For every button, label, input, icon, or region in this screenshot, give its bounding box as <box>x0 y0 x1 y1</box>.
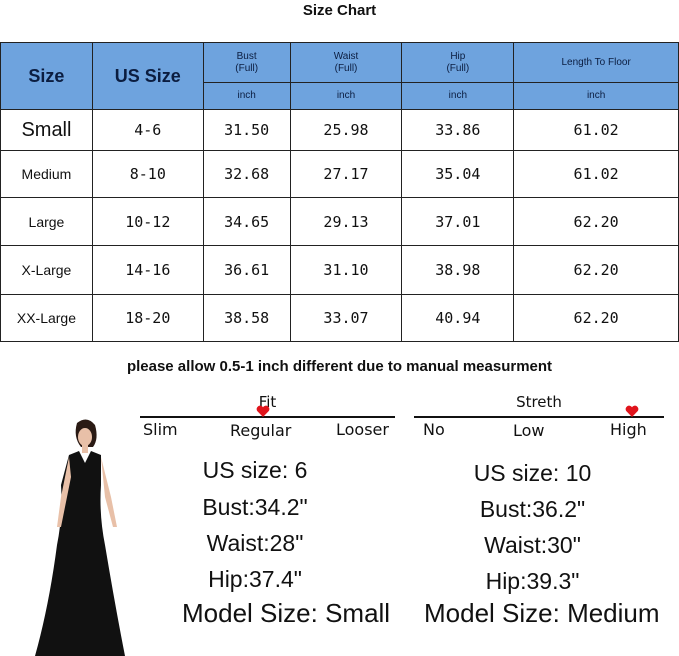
header-bust: Bust (Full) <box>202 42 291 83</box>
header-length: Length To Floor <box>513 42 679 83</box>
stretch-scale-line <box>414 416 664 418</box>
header-hip-label: Hip <box>450 50 466 62</box>
header-bust-label: Bust <box>236 50 257 62</box>
stretch-no: No <box>423 420 445 439</box>
table-row: XX-Large 18-20 38.58 33.07 40.94 62.20 <box>0 294 679 342</box>
fit-heart-icon <box>256 405 270 417</box>
cell-length: 61.02 <box>513 150 679 198</box>
stretch-low: Low <box>513 421 545 440</box>
cell-waist: 25.98 <box>289 109 403 151</box>
header-waist-label: Waist <box>333 50 359 62</box>
model-dress-image <box>35 419 125 656</box>
header-full-label: (Full) <box>446 62 470 74</box>
fit-slim: Slim <box>143 420 178 439</box>
cell-length: 62.20 <box>513 294 679 342</box>
unit: inch <box>202 82 291 110</box>
cell-hip: 37.01 <box>401 197 515 246</box>
cell-bust: 32.68 <box>202 150 291 198</box>
model1-size: Model Size: Small <box>182 598 391 628</box>
cell-waist: 29.13 <box>289 197 403 246</box>
cell-us: 18-20 <box>91 294 204 342</box>
model2-us-size: US size: 10 <box>473 460 592 486</box>
cell-size: Large <box>0 197 93 246</box>
cell-bust: 34.65 <box>202 197 291 246</box>
unit: inch <box>513 82 679 110</box>
header-size: Size <box>0 42 93 110</box>
cell-hip: 35.04 <box>401 150 515 198</box>
page-title: Size Chart <box>302 2 377 19</box>
model1-us-size: US size: 6 <box>202 457 308 483</box>
table-row: Large 10-12 34.65 29.13 37.01 62.20 <box>0 197 679 246</box>
header-waist: Waist (Full) <box>289 42 403 83</box>
cell-length: 61.02 <box>513 109 679 151</box>
cell-size: XX-Large <box>0 294 93 342</box>
unit: inch <box>289 82 403 110</box>
cell-hip: 33.86 <box>401 109 515 151</box>
cell-us: 14-16 <box>91 245 204 295</box>
cell-length: 62.20 <box>513 197 679 246</box>
cell-size: Medium <box>0 150 93 198</box>
cell-hip: 38.98 <box>401 245 515 295</box>
header-full-label: (Full) <box>334 62 358 74</box>
cell-size: X-Large <box>0 245 93 295</box>
header-hip: Hip (Full) <box>401 42 515 83</box>
cell-us: 10-12 <box>91 197 204 246</box>
cell-bust: 36.61 <box>202 245 291 295</box>
stretch-heart-icon <box>625 405 639 417</box>
header-full-label: (Full) <box>235 62 259 74</box>
cell-waist: 27.17 <box>289 150 403 198</box>
fit-looser: Looser <box>336 420 389 439</box>
model2-size: Model Size: Medium <box>424 598 660 628</box>
table-row: Medium 8-10 32.68 27.17 35.04 61.02 <box>0 150 679 198</box>
cell-size: Small <box>0 109 93 151</box>
model1-waist: Waist:28" <box>206 530 304 556</box>
stretch-high: High <box>610 420 647 439</box>
cell-us: 8-10 <box>91 150 204 198</box>
cell-bust: 31.50 <box>202 109 291 151</box>
measurement-note: please allow 0.5-1 inch different due to… <box>126 358 553 375</box>
fit-title: Fit <box>258 393 277 411</box>
model2-hip: Hip:39.3" <box>485 568 580 594</box>
cell-us: 4-6 <box>91 109 204 151</box>
model2-bust: Bust:36.2" <box>479 496 586 522</box>
model1-hip: Hip:37.4" <box>208 566 302 592</box>
unit: inch <box>401 82 515 110</box>
stretch-title: Streth <box>516 393 562 411</box>
fit-scale-line <box>140 416 395 418</box>
header-us-size: US Size <box>91 42 204 110</box>
cell-hip: 40.94 <box>401 294 515 342</box>
size-table: Size US Size Bust (Full) Waist (Full) Hip(… <box>0 42 679 342</box>
cell-bust: 38.58 <box>202 294 291 342</box>
table-row: X-Large 14-16 36.61 31.10 38.98 62.20 <box>0 245 679 295</box>
model1-bust: Bust:34.2" <box>202 494 308 520</box>
table-row: Small 4-6 31.50 25.98 33.86 61.02 <box>0 109 679 151</box>
fit-regular: Regular <box>230 421 292 440</box>
cell-waist: 31.10 <box>289 245 403 295</box>
cell-waist: 33.07 <box>289 294 403 342</box>
model2-waist: Waist:30" <box>484 532 581 558</box>
cell-length: 62.20 <box>513 245 679 295</box>
